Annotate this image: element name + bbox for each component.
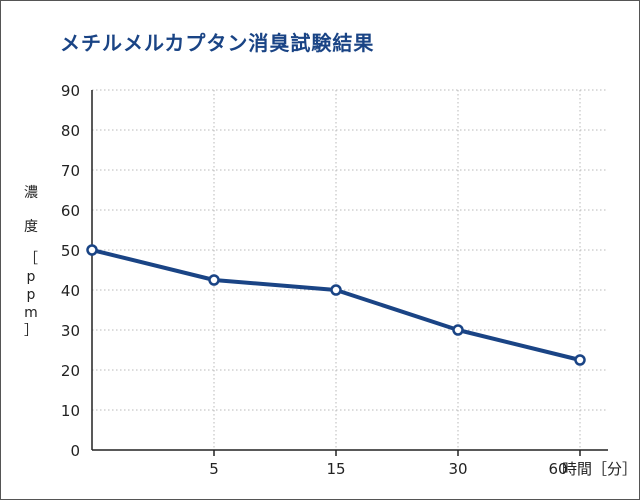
y-tick-label: 0 bbox=[70, 442, 80, 460]
y-tick-label: 60 bbox=[61, 202, 80, 220]
data-point bbox=[86, 244, 98, 256]
x-axis-unit: 時間［分］ bbox=[562, 460, 637, 478]
y-tick-label: 70 bbox=[61, 162, 80, 180]
y-tick-label: 10 bbox=[61, 402, 80, 420]
y-axis-label-char: 濃 bbox=[24, 185, 38, 201]
x-tick-label: 5 bbox=[209, 460, 219, 478]
x-tick-label: 15 bbox=[326, 460, 345, 478]
y-axis-label-char: p bbox=[27, 287, 36, 303]
y-tick-label: 50 bbox=[61, 242, 80, 260]
y-axis-label-char: m bbox=[24, 305, 38, 321]
y-axis-label-char: p bbox=[27, 269, 36, 285]
data-point bbox=[452, 324, 464, 336]
y-axis-label-char: 度 bbox=[24, 219, 38, 235]
data-point bbox=[208, 274, 220, 286]
y-tick-label: 40 bbox=[61, 282, 80, 300]
y-tick-label: 90 bbox=[61, 82, 80, 100]
y-axis-label-char: ］ bbox=[24, 323, 38, 339]
y-axis-label-char: ［ bbox=[24, 251, 38, 267]
data-point bbox=[574, 354, 586, 366]
x-tick-label: 30 bbox=[448, 460, 467, 478]
y-tick-label: 20 bbox=[61, 362, 80, 380]
data-point bbox=[330, 284, 342, 296]
x-tick-label: 60 bbox=[548, 460, 567, 478]
chart-title: メチルメルカプタン消臭試験結果 bbox=[60, 31, 375, 55]
y-tick-label: 30 bbox=[61, 322, 80, 340]
y-tick-label: 80 bbox=[61, 122, 80, 140]
